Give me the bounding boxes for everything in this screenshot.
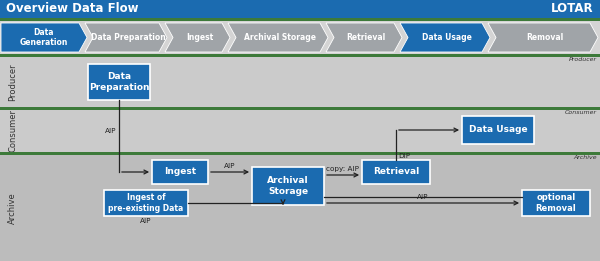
Polygon shape	[326, 23, 402, 52]
Text: Data Usage: Data Usage	[469, 126, 527, 134]
Text: Consumer: Consumer	[565, 110, 597, 115]
Bar	[0, 0, 600, 18]
Text: Archive: Archive	[8, 192, 17, 224]
Bar	[0, 107, 600, 110]
Text: Archival Storage: Archival Storage	[244, 33, 316, 42]
Text: LOTAR: LOTAR	[551, 3, 594, 15]
Text: Removal: Removal	[526, 33, 563, 42]
Text: AIP: AIP	[417, 194, 429, 200]
Bar	[522, 190, 590, 216]
Text: Producer: Producer	[569, 57, 597, 62]
Text: DIP: DIP	[398, 153, 410, 159]
Text: Data Preparation: Data Preparation	[91, 33, 166, 42]
Text: Ingest: Ingest	[164, 168, 196, 176]
Bar	[104, 190, 188, 216]
Text: Retrieval: Retrieval	[346, 33, 386, 42]
Polygon shape	[165, 23, 230, 52]
Bar	[0, 110, 600, 152]
Bar	[462, 116, 534, 144]
Text: AIP: AIP	[224, 163, 236, 169]
Text: Producer: Producer	[8, 63, 17, 101]
Text: Ingest: Ingest	[186, 33, 213, 42]
Text: optional
Removal: optional Removal	[536, 193, 577, 213]
Text: Ingest of
pre-existing Data: Ingest of pre-existing Data	[109, 193, 184, 213]
Bar	[0, 21, 600, 54]
Polygon shape	[400, 23, 490, 52]
Bar	[252, 167, 324, 205]
Polygon shape	[85, 23, 167, 52]
Polygon shape	[1, 23, 87, 52]
Bar	[362, 160, 430, 184]
Polygon shape	[488, 23, 598, 52]
Text: Data Usage: Data Usage	[422, 33, 472, 42]
Bar	[0, 155, 600, 261]
Bar	[88, 64, 150, 100]
Text: Consumer: Consumer	[8, 110, 17, 152]
Text: AIP: AIP	[140, 218, 152, 224]
Text: Overview Data Flow: Overview Data Flow	[6, 3, 139, 15]
Bar	[0, 18, 600, 21]
Text: Retrieval: Retrieval	[373, 168, 419, 176]
Bar	[152, 160, 208, 184]
Bar	[0, 54, 600, 57]
Bar	[0, 152, 600, 155]
Text: Archival
Storage: Archival Storage	[267, 176, 309, 196]
Text: Data
Preparation: Data Preparation	[89, 72, 149, 92]
Polygon shape	[228, 23, 328, 52]
Text: Archive: Archive	[574, 155, 597, 160]
Text: AIP: AIP	[104, 128, 116, 134]
Text: Data
Generation: Data Generation	[20, 28, 68, 47]
Bar	[0, 57, 600, 107]
Text: copy: AIP: copy: AIP	[326, 166, 359, 172]
